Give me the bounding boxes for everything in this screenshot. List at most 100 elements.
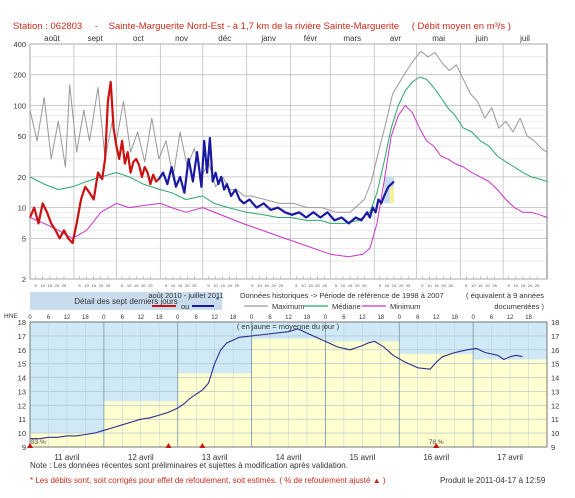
hour-tick-label: 18 — [304, 315, 311, 321]
month-label: juil — [519, 34, 530, 43]
day-label: 14 avril — [276, 453, 302, 462]
seven-day-chart: ( en jaune = moyenne du jour ) HNE 0 6 12 18… — [4, 313, 559, 462]
series-current-red — [28, 80, 160, 245]
y-tick-label-left: 15 — [18, 360, 26, 369]
hour-tick-label: 0 — [398, 315, 402, 321]
y-tick-label-left: 13 — [18, 387, 26, 396]
y-tick-label: 100 — [13, 101, 26, 110]
day-tick-label: 10 — [514, 283, 519, 288]
day-tick-label: 10 — [301, 283, 306, 288]
day-tick-label: 25 — [448, 283, 453, 288]
day-tick-label: 15 — [134, 283, 139, 288]
legend-min-label: Minimum — [390, 302, 420, 311]
day-label: 13 avril — [202, 453, 228, 462]
day-tick-label: 5 — [421, 283, 424, 288]
note-preliminary: Note : Les données récentes sont prélimi… — [30, 461, 348, 470]
series-hourly — [30, 328, 523, 440]
month-label: juin — [475, 34, 488, 43]
hour-axis-label: HNE — [4, 313, 18, 320]
y-tick-label-right: 11 — [551, 415, 559, 424]
y-tick-label: 10 — [18, 204, 26, 213]
hour-tick-label: 6 — [121, 315, 125, 321]
note-corrected: * Les débits sont, soit corrigés pour ef… — [30, 476, 386, 485]
refoulement-marker — [199, 443, 206, 448]
recent-days-highlight — [389, 186, 395, 204]
series-minimum — [29, 105, 548, 258]
hour-tick-label: 18 — [82, 315, 89, 321]
legend: Détail des sept derniers jours août 2010… — [30, 291, 544, 311]
seven-days-label: Détail des sept derniers jours — [74, 297, 178, 306]
day-tick-label: 20 — [315, 283, 320, 288]
y-tick-label-right: 16 — [551, 346, 559, 355]
day-tick-label: 25 — [492, 283, 497, 288]
month-label: oct — [133, 34, 144, 43]
y-tick-label-left: 16 — [18, 346, 26, 355]
day-tick-label: 25 — [62, 283, 67, 288]
day-tick-label: 10 — [171, 283, 176, 288]
hour-tick-label: 6 — [195, 315, 199, 321]
day-tick-label: 5 — [121, 283, 124, 288]
month-label: mai — [432, 34, 445, 43]
series-current-blue — [157, 136, 395, 225]
day-tick-label: 20 — [441, 283, 446, 288]
hour-tick-label: 6 — [342, 315, 346, 321]
day-label: 12 avril — [128, 453, 154, 462]
day-tick-label: 10 — [84, 283, 89, 288]
y-tick-label-right: 12 — [551, 401, 559, 410]
month-label: nov — [175, 34, 188, 43]
hour-tick-label: 0 — [324, 315, 328, 321]
day-tick-label: 5 — [508, 283, 511, 288]
y-tick-label: 2 — [22, 275, 26, 284]
y-tick-label-right: 17 — [551, 332, 559, 341]
day-label: 11 avril — [54, 453, 79, 462]
day-tick-label: 10 — [341, 283, 346, 288]
day-tick-label: 15 — [92, 283, 97, 288]
day-tick-label: 10 — [257, 283, 262, 288]
day-tick-label: 20 — [99, 283, 104, 288]
hour-tick-label: 12 — [359, 315, 366, 321]
y-tick-label: 50 — [18, 132, 26, 141]
legend-equivalent-1: ( équivalent à 9 années — [466, 291, 544, 300]
day-tick-label: 5 — [379, 283, 382, 288]
day-label: 17 avril — [497, 453, 523, 462]
y-tick-label: 200 — [13, 71, 26, 80]
y-tick-label-right: 15 — [551, 360, 559, 369]
day-tick-label: 25 — [278, 283, 283, 288]
day-tick-label: 25 — [406, 283, 411, 288]
day-tick-label: 25 — [535, 283, 540, 288]
day-tick-label: 25 — [235, 283, 240, 288]
hour-tick-label: 18 — [156, 315, 163, 321]
day-tick-label: 20 — [355, 283, 360, 288]
hour-tick-label: 18 — [451, 315, 458, 321]
day-tick-label: 10 — [127, 283, 132, 288]
month-label: févr — [304, 34, 318, 43]
month-label: août — [44, 34, 60, 43]
hour-tick-label: 6 — [490, 315, 494, 321]
y-tick-label-left: 9 — [22, 443, 26, 452]
hour-tick-label: 18 — [525, 315, 532, 321]
y-tick-label: 400 — [13, 40, 26, 49]
month-label: janv — [260, 34, 276, 43]
hour-tick-label: 18 — [377, 315, 384, 321]
day-tick-label: 5 — [295, 283, 298, 288]
y-tick-label-left: 14 — [18, 374, 26, 383]
seven-day-caption: ( en jaune = moyenne du jour ) — [237, 322, 340, 331]
y-tick-label-right: 18 — [551, 318, 559, 327]
day-label: 15 avril — [349, 453, 375, 462]
day-tick-label: 5 — [78, 283, 81, 288]
legend-asterisk: * — [216, 296, 219, 305]
y-tick-label: 5 — [22, 234, 26, 243]
hour-tick-label: 12 — [433, 315, 440, 321]
day-tick-label: 10 — [471, 283, 476, 288]
y-tick-label-left: 18 — [18, 318, 26, 327]
recent-week-highlight — [384, 176, 395, 204]
annual-plot-frame — [29, 43, 548, 280]
month-label: avr — [390, 34, 401, 43]
day-tick-label: 15 — [178, 283, 183, 288]
legend-period: août 2010 - juillet 2011 — [148, 291, 223, 300]
refoulement-marker — [27, 443, 33, 448]
y-tick-label-right: 14 — [551, 374, 559, 383]
day-tick-label: 15 — [48, 283, 53, 288]
